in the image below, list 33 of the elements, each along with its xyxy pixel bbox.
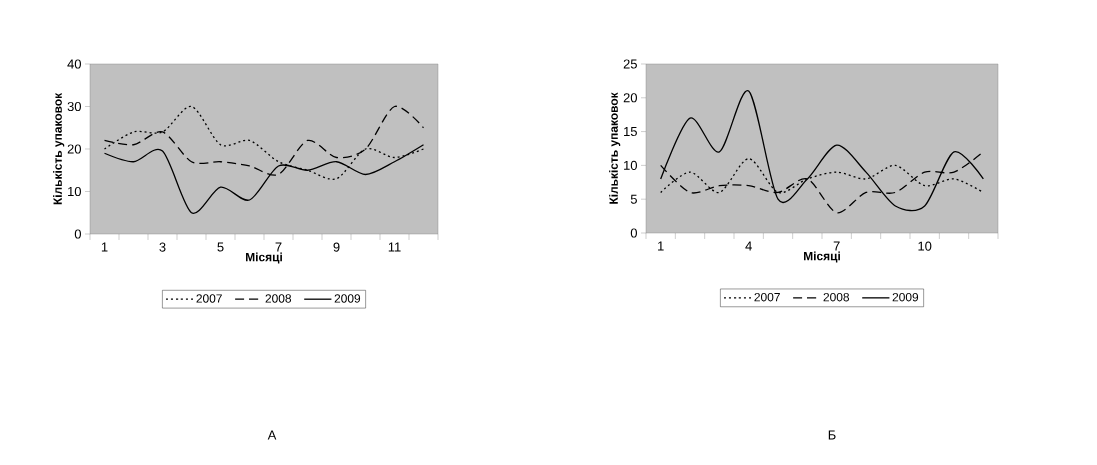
x-tick-label: 1	[101, 242, 108, 252]
x-tick-label: 5	[217, 242, 224, 252]
x-tick-label: 11	[388, 242, 401, 252]
y-tick-label: 10	[68, 186, 81, 197]
y-tick-label: 40	[67, 59, 81, 69]
legend-label: 2009	[334, 294, 361, 303]
legend-label: 2009	[892, 292, 919, 302]
x-tick-label: 3	[159, 242, 166, 252]
y-axis-title: Кількість упаковок	[609, 92, 621, 204]
x-tick-label: 10	[918, 241, 932, 251]
y-axis-title: Кількість упаковок	[53, 92, 65, 205]
y-tick-label: 0	[74, 229, 81, 239]
y-tick-label: 20	[623, 93, 637, 103]
x-tick-label: 4	[745, 241, 752, 251]
text: А	[267, 430, 277, 440]
legend-label: 2008	[265, 294, 292, 303]
y-tick-label: 5	[630, 194, 637, 204]
y-tick-label: 25	[623, 59, 637, 69]
y-tick-label: 0	[630, 228, 637, 238]
text: Б	[828, 430, 836, 440]
x-tick-label: 1	[658, 241, 664, 251]
x-tick-label: 7	[833, 241, 840, 251]
x-tick-label: 9	[333, 242, 340, 252]
legend-label: 2007	[196, 294, 222, 303]
y-tick-label: 10	[624, 160, 637, 170]
y-tick-label: 30	[67, 101, 81, 112]
x-tick-label: 7	[275, 242, 282, 252]
x-axis-title: Місяці	[246, 252, 282, 264]
y-tick-label: 15	[624, 127, 637, 137]
legend-label: 2008	[823, 292, 850, 302]
x-axis-title: Місяці	[804, 251, 840, 263]
y-tick-label: 20	[67, 144, 81, 154]
legend-label: 2007	[754, 292, 780, 302]
